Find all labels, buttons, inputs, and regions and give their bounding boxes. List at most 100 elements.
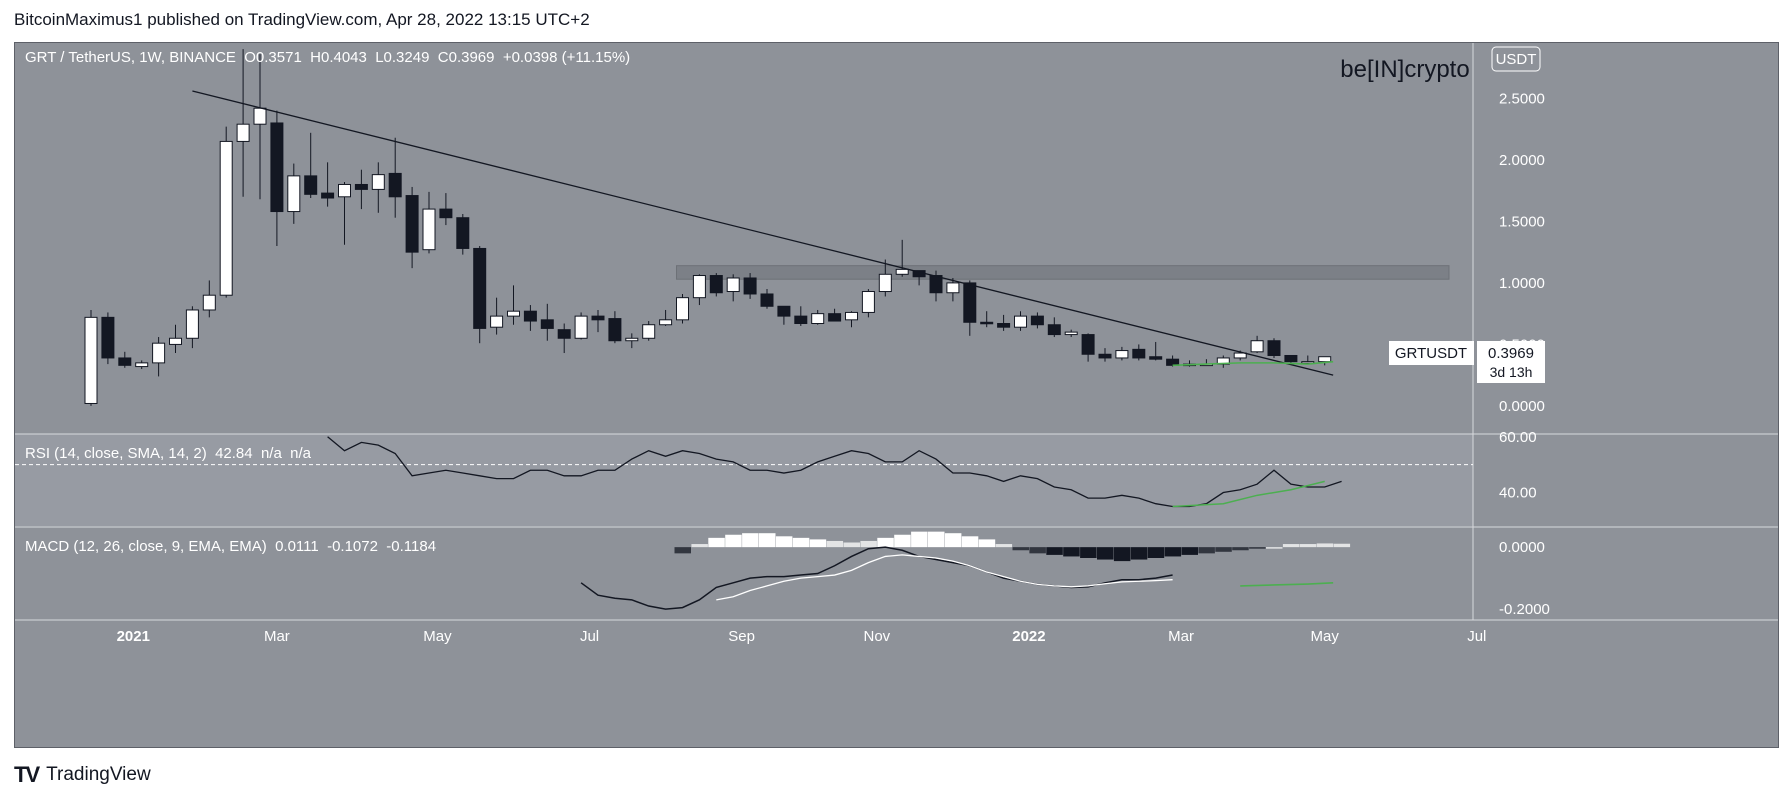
candle — [997, 314, 1011, 331]
candle — [1098, 348, 1112, 362]
macd-histogram-bar — [1266, 547, 1283, 549]
candle — [287, 163, 301, 224]
candle — [135, 360, 149, 370]
candle — [980, 311, 994, 328]
time-tick-label: Jul — [1467, 628, 1486, 645]
candle-body-down — [557, 329, 571, 339]
candle-body-down — [591, 315, 605, 321]
close-value: 0.3969 — [449, 49, 503, 66]
time-tick-label: May — [423, 628, 452, 645]
candle-body-down — [523, 310, 537, 322]
candle — [540, 303, 554, 341]
candle-body-down — [405, 195, 419, 253]
candle-body-down — [997, 323, 1011, 328]
candle-body-up — [946, 282, 960, 294]
candle-body-up — [726, 277, 740, 293]
candle — [743, 273, 757, 299]
candle-body-up — [1014, 315, 1027, 328]
candle-body-down — [439, 208, 453, 219]
candle — [963, 280, 977, 336]
candle-body-up — [895, 268, 909, 275]
macd-histogram-bar — [911, 531, 928, 548]
candle-body-down — [118, 357, 132, 366]
price-tick-label: 2.0000 — [1499, 152, 1545, 169]
macd-tick-label: 0.0000 — [1499, 539, 1545, 556]
macd-histogram-bar — [826, 540, 844, 548]
candle-body-up — [625, 337, 639, 342]
low-value: 0.3249 — [384, 49, 438, 66]
candle — [1081, 333, 1095, 362]
currency-badge: USDT — [1491, 46, 1541, 72]
macd-histogram-bar — [877, 537, 894, 548]
candle-body-down — [1132, 348, 1146, 359]
macd-histogram-bar — [742, 533, 759, 548]
candle — [152, 337, 166, 377]
candle-body-up — [371, 174, 385, 190]
candle-body-down — [456, 217, 470, 249]
candle — [1250, 335, 1264, 354]
candle — [811, 309, 825, 325]
candle-body-down — [270, 122, 284, 213]
candle-body-up — [811, 313, 825, 325]
candle — [84, 309, 98, 406]
last-price-tag: GRTUSDT 0.3969 3d 13h — [1389, 341, 1545, 383]
candle — [676, 293, 689, 324]
candle — [692, 274, 706, 306]
candle-body-up — [169, 337, 182, 345]
symbol-name: GRT / TetherUS, 1W, BINANCE — [25, 49, 244, 66]
rsi-legend: RSI (14, close, SMA, 14, 2) 42.84 n/a n/… — [25, 445, 312, 462]
candle — [659, 309, 673, 326]
candle — [354, 169, 368, 210]
price-tag-symbol: GRTUSDT — [1395, 345, 1467, 362]
candle-body-up — [1318, 356, 1332, 363]
tradingview-brand[interactable]: TV TradingView — [14, 762, 151, 788]
candle-body-up — [152, 342, 166, 364]
candle-body-up — [845, 311, 858, 321]
price-tag-value: 0.3969 — [1488, 345, 1534, 362]
macd-histogram-bar — [1147, 547, 1165, 558]
signal-line — [716, 554, 1173, 601]
candle — [253, 54, 267, 200]
time-tick-label: Mar — [1168, 628, 1194, 645]
candle — [777, 305, 791, 325]
rsi-value: 42.84 — [215, 445, 261, 462]
macd-histogram-bar — [843, 542, 860, 548]
candle — [709, 273, 723, 297]
candle — [878, 259, 892, 297]
candle — [1318, 356, 1332, 366]
candle-body-up — [490, 315, 504, 328]
candle — [371, 162, 385, 213]
price-tick-label: 1.5000 — [1499, 213, 1545, 230]
candle-body-down — [1098, 353, 1112, 359]
macd-signal-value: -0.1072 — [327, 538, 386, 555]
open-label: O — [244, 49, 256, 66]
candle — [1030, 312, 1044, 329]
low-label: L — [375, 49, 383, 66]
candle — [1064, 329, 1078, 338]
candle-body-up — [1250, 340, 1264, 353]
macd-histogram-bar — [809, 539, 827, 548]
macd-histogram-bar — [1063, 547, 1080, 557]
candle-body-up — [692, 275, 706, 299]
candle-body-up — [422, 208, 436, 251]
macd-histogram-bar — [1333, 543, 1351, 548]
candle — [760, 289, 774, 309]
macd-histogram-bar — [1097, 547, 1114, 560]
candle — [946, 277, 960, 302]
macd-histogram-bar — [1181, 547, 1198, 555]
chart-frame: 2.50002.00001.50001.00000.50000.000060.0… — [14, 42, 1779, 748]
candle — [439, 193, 453, 226]
candle — [895, 239, 909, 277]
candle — [1149, 341, 1163, 361]
rsi-tick-label: 40.00 — [1499, 485, 1537, 502]
currency-badge-label: USDT — [1496, 51, 1537, 68]
candle — [185, 306, 199, 349]
macd-histogram-bar — [1029, 547, 1046, 554]
time-tick-label: 2022 — [1012, 628, 1045, 645]
candle — [507, 285, 520, 325]
macd-params: MACD (12, 26, close, 9, EMA, EMA) — [25, 538, 275, 555]
candle-body-up — [574, 315, 588, 339]
macd-histogram-bar — [1215, 547, 1232, 552]
chart-canvas[interactable]: 2.50002.00001.50001.00000.50000.000060.0… — [15, 43, 1778, 747]
symbol-legend: GRT / TetherUS, 1W, BINANCE O0.3571 H0.4… — [25, 49, 630, 66]
